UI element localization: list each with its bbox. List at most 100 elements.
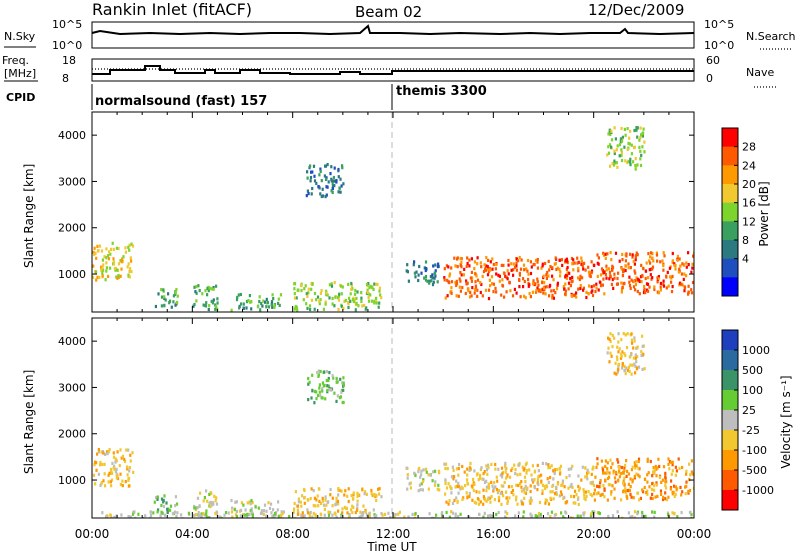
- velocity-ylabel: Slant Range [km]: [22, 370, 36, 474]
- power-cell: [163, 295, 166, 299]
- velocity-cell: [519, 472, 522, 476]
- power-cell: [568, 271, 571, 275]
- velocity-cell: [504, 510, 507, 514]
- velocity-cell: [495, 487, 498, 492]
- velocity-cell: [257, 506, 260, 510]
- power-cell: [448, 272, 452, 276]
- power-cell: [175, 288, 178, 292]
- velocity-cell: [303, 488, 306, 493]
- velocity-cell: [250, 507, 253, 511]
- power-cell: [638, 138, 641, 142]
- power-cell: [564, 282, 567, 286]
- power-cell: [662, 268, 665, 272]
- power-cell: [107, 274, 110, 278]
- velocity-cell: [108, 448, 111, 452]
- velocity-cell: [354, 510, 357, 515]
- power-cell: [465, 264, 468, 268]
- power-cell: [513, 265, 517, 269]
- velocity-cell: [372, 508, 375, 512]
- velocity-cell: [328, 371, 331, 375]
- velocity-cell: [346, 511, 349, 515]
- power-cell: [306, 294, 309, 298]
- velocity-cell: [576, 514, 579, 518]
- power-cell: [462, 273, 465, 277]
- power-cell: [109, 252, 112, 256]
- velocity-cell: [608, 471, 611, 475]
- power-cell: [466, 261, 469, 266]
- velocity-cell: [294, 490, 297, 494]
- velocity-cell: [340, 388, 343, 393]
- velocity-cell: [524, 491, 528, 495]
- power-cell: [634, 167, 637, 171]
- velocity-cell: [217, 515, 220, 518]
- velocity-cell: [433, 516, 436, 518]
- velocity-cell: [341, 400, 344, 405]
- velocity-cell: [654, 495, 657, 499]
- power-cell: [307, 192, 310, 196]
- velocity-cell: [533, 486, 536, 490]
- power-cell: [437, 262, 440, 266]
- velocity-cell: [360, 514, 363, 518]
- velocity-cell: [486, 472, 489, 476]
- power-cell: [505, 290, 508, 294]
- velocity-cell: [487, 482, 490, 486]
- velocity-cell: [516, 473, 519, 477]
- velocity-cell: [482, 488, 485, 492]
- power-cell: [633, 279, 636, 283]
- power-cell: [492, 290, 495, 294]
- velocity-cell: [494, 462, 497, 467]
- nsky-frame: [91, 21, 695, 49]
- velocity-cell: [131, 512, 135, 516]
- velocity-cell: [472, 477, 475, 481]
- power-cell: [673, 263, 676, 268]
- power-cell: [323, 174, 326, 178]
- power-cell: [550, 289, 553, 293]
- power-cell: [483, 263, 486, 267]
- power-cell: [471, 286, 474, 290]
- velocity-cell: [617, 350, 620, 354]
- power-cell: [432, 264, 435, 268]
- velocity-colorbar-label: 100: [742, 384, 763, 397]
- power-cell: [335, 180, 338, 184]
- velocity-cell: [637, 365, 641, 369]
- velocity-cell: [653, 468, 656, 473]
- velocity-cell: [315, 397, 318, 401]
- velocity-cell: [114, 469, 117, 474]
- power-cell: [620, 281, 623, 285]
- velocity-cell: [235, 500, 238, 504]
- power-cell: [475, 274, 478, 278]
- velocity-cell: [318, 386, 321, 390]
- velocity-cell: [211, 501, 215, 505]
- power-cell: [618, 143, 622, 147]
- velocity-cell: [651, 496, 654, 501]
- velocity-cell: [293, 507, 296, 511]
- velocity-cell: [606, 461, 609, 465]
- velocity-cell: [413, 516, 416, 518]
- power-cell: [446, 294, 449, 298]
- velocity-cell: [326, 370, 329, 374]
- power-cell: [651, 256, 654, 260]
- power-cell: [334, 295, 337, 299]
- power-cell: [122, 255, 125, 259]
- velocity-cell: [627, 472, 630, 476]
- cpid-segment-1: normalsound (fast) 157: [95, 94, 267, 109]
- power-cell: [117, 273, 120, 278]
- power-cell: [656, 280, 659, 284]
- power-cell: [536, 260, 539, 264]
- velocity-cell: [406, 473, 409, 477]
- velocity-cell: [575, 493, 578, 497]
- power-cell: [378, 301, 381, 305]
- power-cell: [634, 254, 637, 258]
- power-cell: [331, 182, 334, 186]
- velocity-cell: [109, 513, 112, 517]
- power-cell: [92, 250, 95, 254]
- power-cell: [671, 274, 674, 279]
- power-cell: [325, 177, 328, 181]
- velocity-cell: [123, 457, 126, 461]
- power-cell: [544, 292, 547, 296]
- power-cell: [535, 289, 538, 293]
- velocity-cell: [137, 512, 140, 516]
- velocity-cell: [273, 515, 276, 518]
- velocity-cell: [674, 492, 677, 496]
- velocity-cell: [118, 464, 121, 468]
